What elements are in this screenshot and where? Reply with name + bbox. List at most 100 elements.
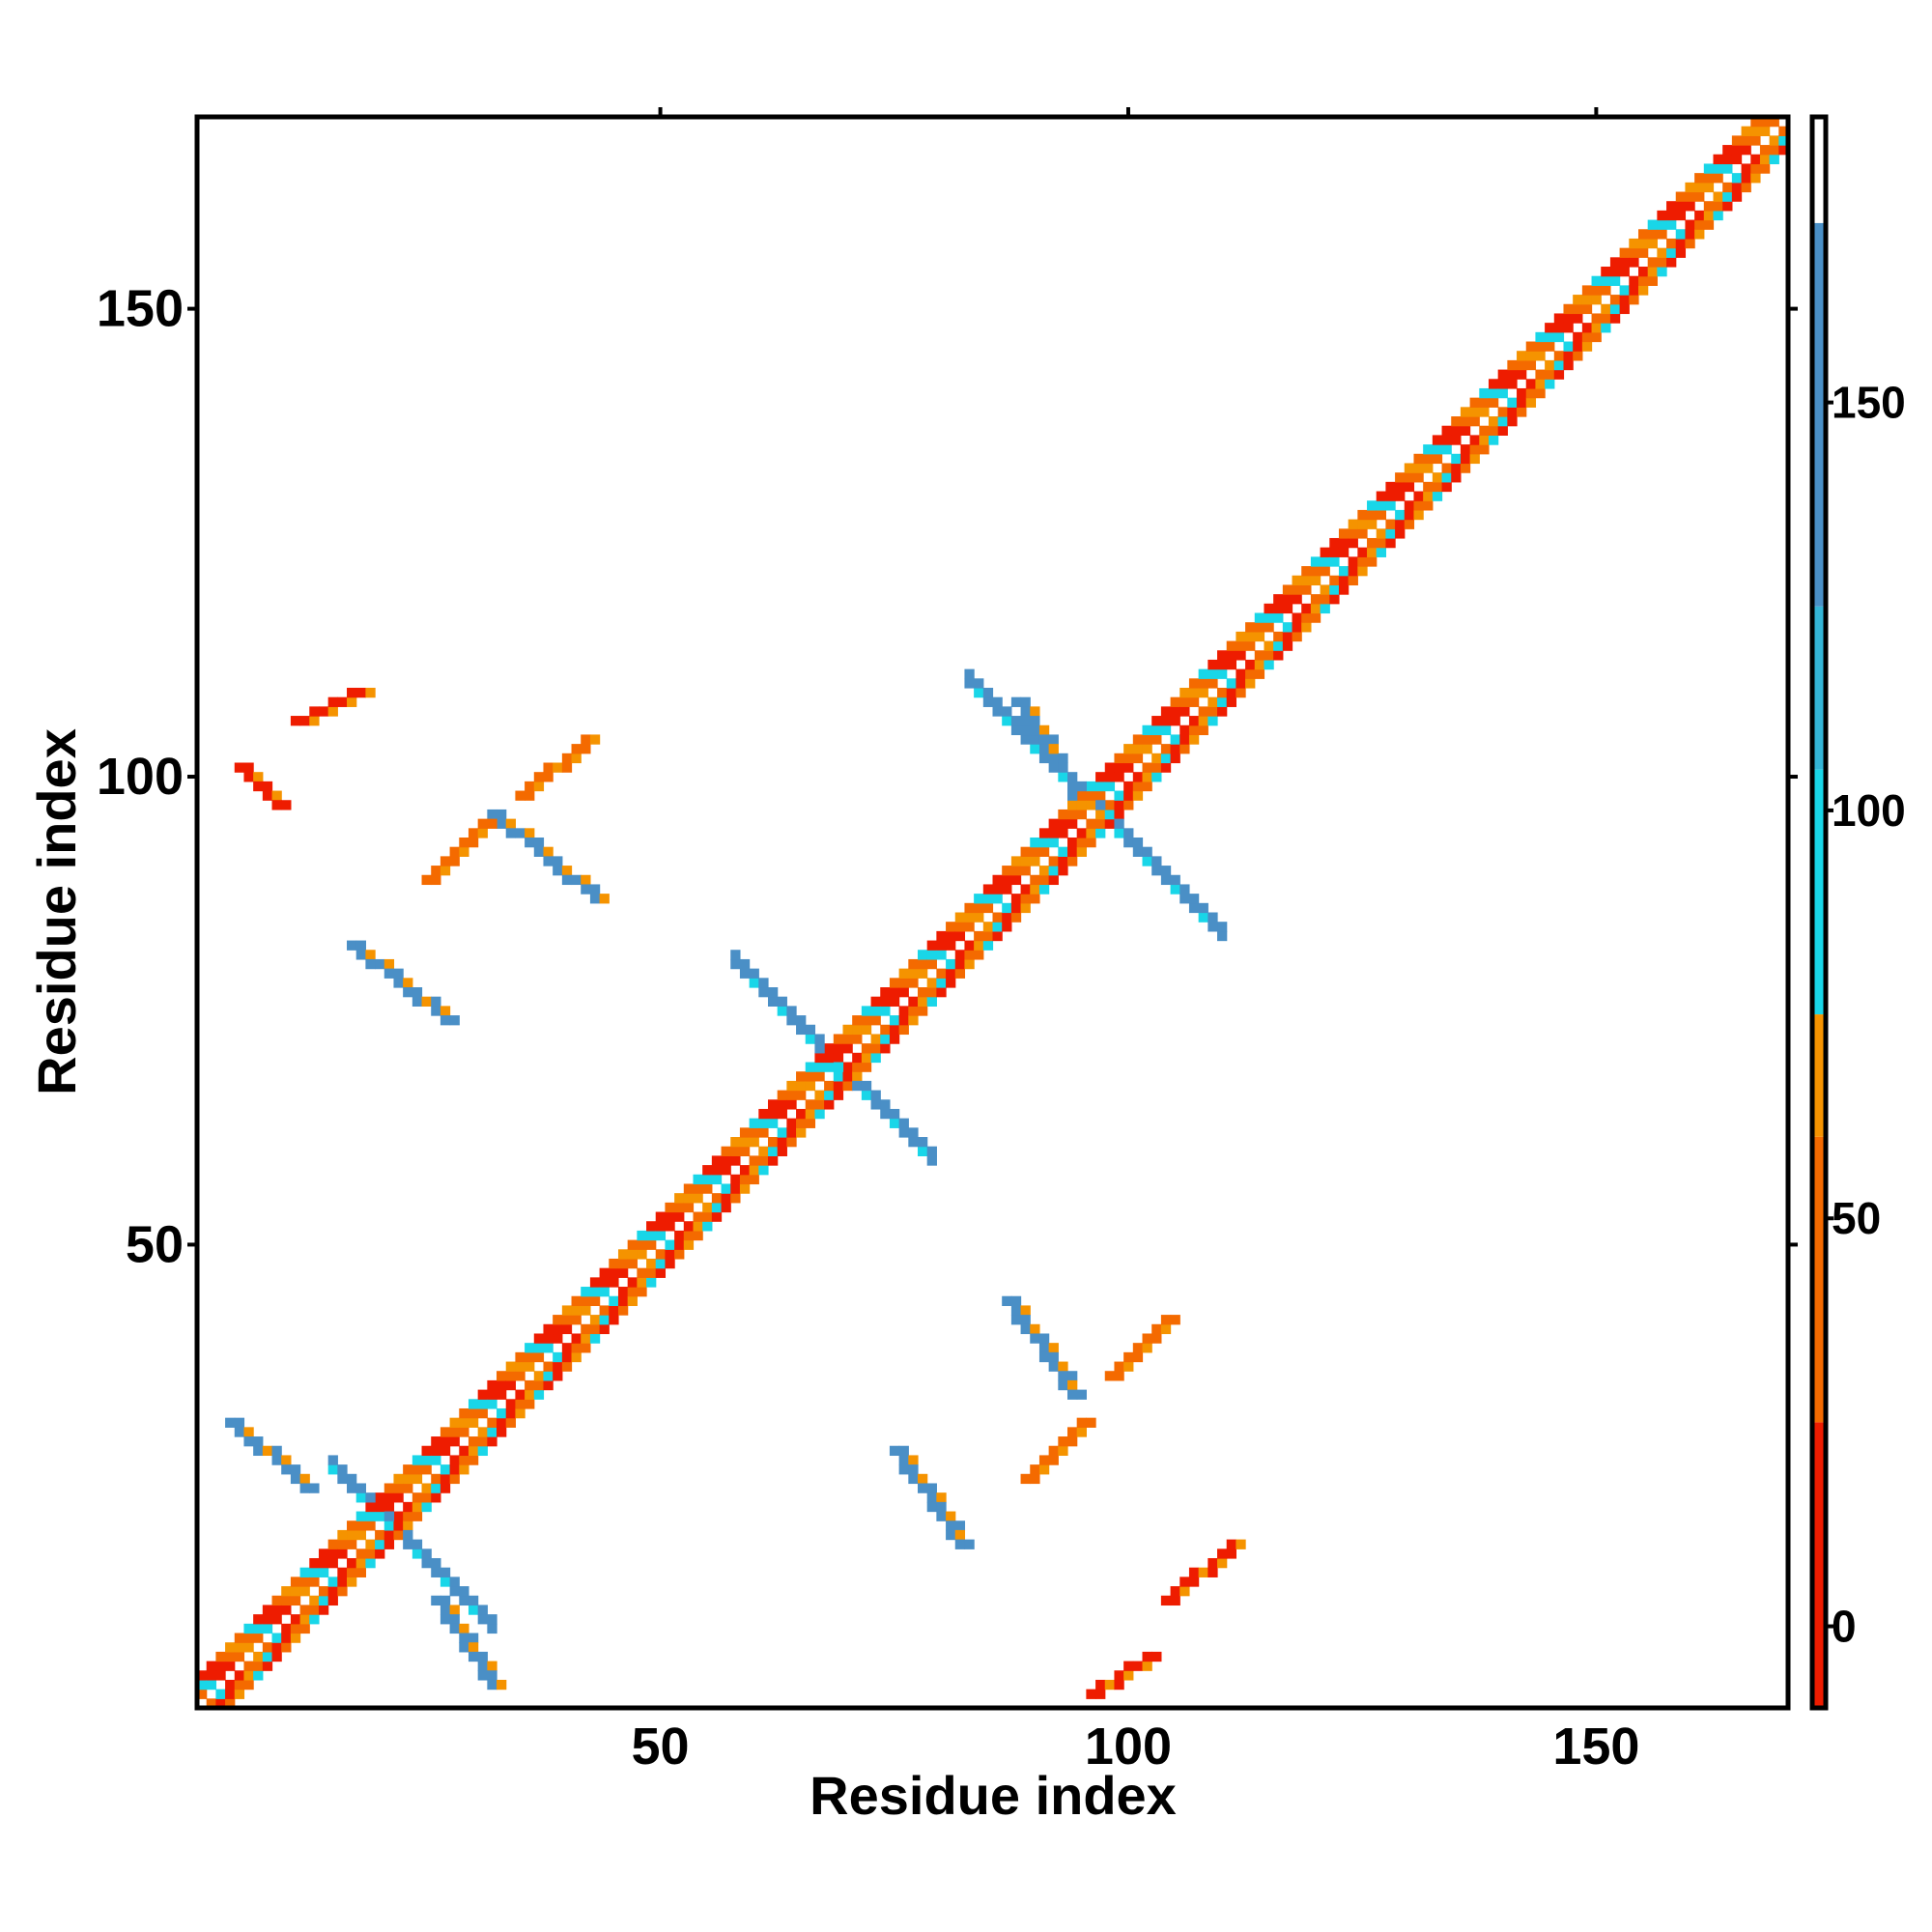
heatmap-cell bbox=[243, 762, 254, 773]
heatmap-cell bbox=[1348, 519, 1358, 529]
heatmap-cell bbox=[1086, 781, 1096, 792]
heatmap-cell bbox=[1395, 491, 1406, 501]
heatmap-cell bbox=[982, 894, 994, 904]
heatmap-cell bbox=[403, 978, 413, 988]
heatmap-cell bbox=[1647, 238, 1658, 249]
heatmap-cell bbox=[1030, 734, 1040, 745]
heatmap-cell bbox=[964, 950, 975, 960]
heatmap-cell bbox=[1076, 790, 1087, 801]
heatmap-cell bbox=[197, 1689, 208, 1699]
heatmap-cell bbox=[1002, 716, 1012, 726]
heatmap-cell bbox=[525, 1379, 535, 1391]
heatmap-cell bbox=[1395, 519, 1406, 529]
heatmap-cell bbox=[459, 1586, 469, 1597]
heatmap-cell bbox=[917, 1006, 928, 1016]
heatmap-cell bbox=[1114, 1361, 1124, 1372]
heatmap-cell bbox=[1038, 837, 1050, 848]
heatmap-cell bbox=[468, 1651, 479, 1662]
heatmap-cell bbox=[1750, 154, 1761, 165]
heatmap-cell bbox=[842, 1034, 853, 1044]
heatmap-cell bbox=[449, 1015, 460, 1026]
heatmap-cell bbox=[917, 950, 928, 960]
heatmap-cell bbox=[1058, 772, 1068, 782]
heatmap-cell bbox=[1282, 631, 1293, 642]
heatmap-cell bbox=[1217, 650, 1228, 661]
heatmap-cell bbox=[225, 1642, 236, 1653]
heatmap-cell bbox=[1573, 331, 1583, 343]
heatmap-cell bbox=[262, 1642, 273, 1653]
heatmap-cell bbox=[1647, 275, 1658, 286]
heatmap-cell bbox=[908, 1137, 919, 1148]
heatmap-cell bbox=[861, 1062, 872, 1072]
heatmap-cell bbox=[1488, 416, 1499, 427]
heatmap-cell bbox=[1553, 369, 1565, 380]
heatmap-cell bbox=[683, 1193, 695, 1204]
heatmap-cell bbox=[898, 1118, 909, 1128]
heatmap-cell bbox=[1722, 182, 1733, 193]
heatmap-cell bbox=[543, 1323, 554, 1335]
heatmap-cell bbox=[767, 1108, 779, 1120]
heatmap-cell bbox=[1469, 407, 1480, 417]
heatmap-cell bbox=[805, 1024, 816, 1036]
heatmap-cell bbox=[1601, 285, 1611, 296]
heatmap-cell bbox=[954, 1539, 966, 1549]
heatmap-cell bbox=[1048, 734, 1059, 745]
heatmap-cell bbox=[954, 950, 966, 960]
heatmap-cell bbox=[665, 1258, 675, 1269]
heatmap-cell bbox=[533, 1379, 545, 1391]
heatmap-cell bbox=[1282, 594, 1293, 605]
heatmap-cell bbox=[1142, 724, 1152, 736]
heatmap-cell bbox=[599, 1287, 610, 1297]
heatmap-cell bbox=[870, 1099, 881, 1110]
heatmap-cell bbox=[1076, 800, 1087, 810]
heatmap-cell bbox=[1413, 491, 1424, 501]
heatmap-cell bbox=[271, 790, 282, 801]
heatmap-cell bbox=[908, 1455, 919, 1465]
heatmap-cell bbox=[1769, 135, 1779, 146]
heatmap-cells bbox=[197, 117, 1789, 1709]
heatmap-cell bbox=[889, 978, 900, 988]
heatmap-cell bbox=[1731, 154, 1743, 165]
heatmap-cell bbox=[215, 1689, 226, 1699]
heatmap-cell bbox=[1104, 762, 1116, 773]
heatmap-cell bbox=[693, 1230, 703, 1241]
heatmap-cell bbox=[609, 1267, 619, 1278]
heatmap-cell bbox=[1086, 1417, 1096, 1428]
heatmap-cell bbox=[1310, 603, 1321, 614]
heatmap-cell bbox=[365, 1548, 376, 1559]
y-axis-ticks: 50 100 150 bbox=[97, 280, 1798, 1273]
heatmap-cell bbox=[1067, 1371, 1078, 1381]
heatmap-cell bbox=[1310, 594, 1321, 605]
heatmap-cell bbox=[1703, 163, 1715, 174]
heatmap-cell bbox=[1619, 267, 1630, 277]
heatmap-cell bbox=[1609, 257, 1621, 268]
x-axis-ticks: 50 100 150 bbox=[632, 107, 1639, 1776]
heatmap-cell bbox=[403, 1464, 413, 1475]
heatmap-cell bbox=[1254, 659, 1265, 670]
heatmap-cell bbox=[468, 1407, 479, 1419]
heatmap-cell bbox=[749, 1137, 759, 1148]
heatmap-cell bbox=[1376, 528, 1387, 539]
heatmap-cell bbox=[1038, 724, 1050, 736]
heatmap-cell bbox=[589, 1315, 601, 1325]
heatmap-cell bbox=[1573, 313, 1583, 324]
heatmap-cell bbox=[627, 1295, 638, 1307]
heatmap-cell bbox=[852, 1080, 863, 1092]
heatmap-cell bbox=[617, 1258, 629, 1269]
heatmap-cell bbox=[1179, 724, 1190, 736]
heatmap-cell bbox=[1048, 837, 1059, 848]
heatmap-cell bbox=[1273, 640, 1284, 651]
heatmap-cell bbox=[1722, 201, 1733, 212]
heatmap-cell bbox=[599, 1267, 610, 1278]
heatmap-cell bbox=[1010, 902, 1022, 914]
heatmap-cell bbox=[1208, 706, 1218, 717]
heatmap-cell bbox=[1591, 313, 1602, 324]
heatmap-cell bbox=[515, 1361, 526, 1372]
heatmap-cell bbox=[403, 1483, 413, 1493]
heatmap-cell bbox=[852, 1052, 863, 1064]
heatmap-cell bbox=[543, 846, 554, 857]
heatmap-cell bbox=[1413, 463, 1424, 473]
heatmap-cell bbox=[1432, 444, 1443, 455]
heatmap-cell bbox=[1497, 379, 1508, 389]
heatmap-cell bbox=[1030, 1464, 1040, 1475]
